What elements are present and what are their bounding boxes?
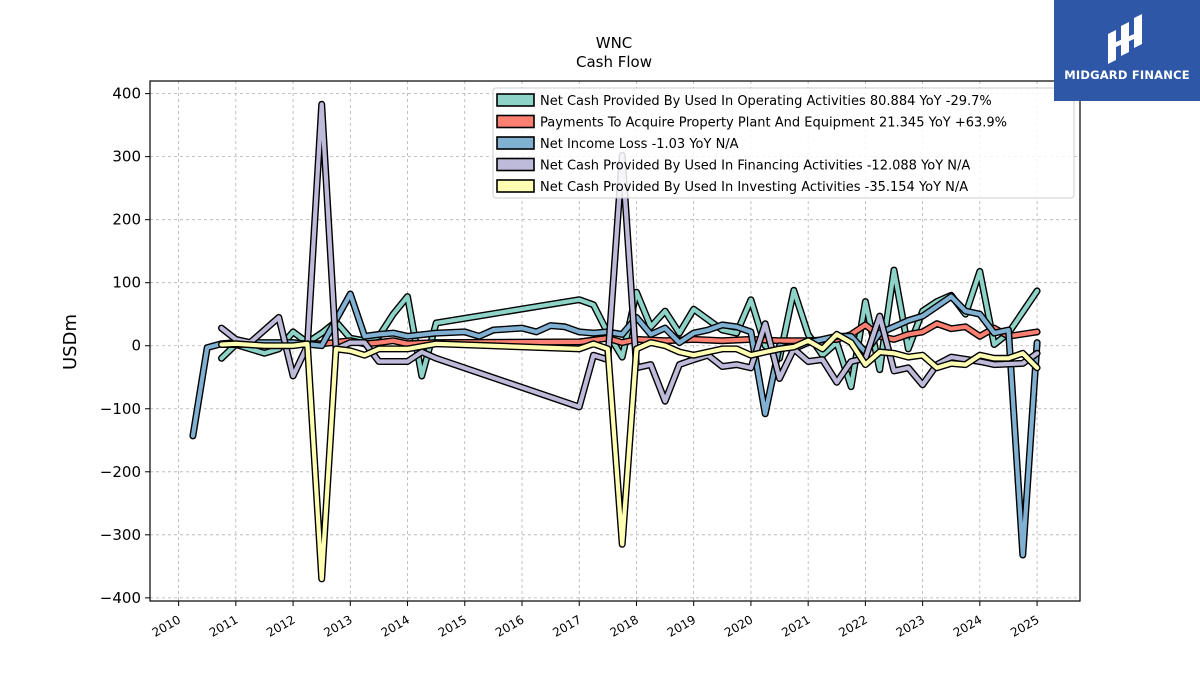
legend-swatch [496, 114, 535, 129]
x-tick-label: 2010 [150, 612, 183, 639]
brand-name: MIDGARD FINANCE [1064, 68, 1190, 82]
y-tick-label: −300 [100, 526, 141, 544]
x-tick-label: 2014 [379, 612, 412, 639]
legend-box [492, 87, 1075, 199]
series-line-3 [190, 291, 1040, 558]
x-tick-label: 2024 [951, 612, 984, 639]
series-line-5 [219, 332, 1040, 582]
x-tick-label: 2016 [493, 612, 526, 639]
y-tick-label: 100 [112, 274, 141, 292]
legend-swatch [496, 136, 535, 150]
plot-frame [149, 80, 1081, 602]
legend-swatch [496, 157, 535, 172]
y-tick-label: −200 [100, 463, 141, 481]
y-tick-label: 0 [131, 337, 141, 355]
chart-title: WNC [596, 34, 633, 52]
x-tick-label: 2020 [722, 612, 755, 639]
legend: Net Cash Provided By Used In Operating A… [492, 87, 1075, 199]
x-axis: 2010 2011 2012 2013 2014 2015 2016 2017 2018 2019… [150, 601, 1042, 640]
brand-logo-icon [1108, 14, 1142, 64]
y-tick-label: −400 [100, 589, 141, 607]
x-tick-label: 2011 [207, 612, 240, 639]
y-tick-label: −100 [100, 400, 141, 418]
x-tick-label: 2012 [264, 612, 297, 639]
x-tick-label: 2022 [836, 612, 869, 639]
y-tick-label: 300 [112, 148, 141, 166]
x-tick-label: 2017 [550, 612, 583, 639]
x-tick-label: 2013 [321, 612, 354, 639]
y-tick-label: 200 [112, 211, 141, 229]
x-tick-label: 2019 [665, 612, 698, 639]
legend-label: Net Cash Provided By Used In Financing A… [540, 159, 970, 174]
x-tick-label: 2015 [436, 612, 469, 639]
legend-label: Payments To Acquire Property Plant And E… [540, 116, 1007, 131]
legend-label: Net Cash Provided By Used In Investing A… [540, 180, 968, 195]
y-axis-label: USDm [60, 314, 81, 370]
y-tick-label: 400 [112, 85, 141, 103]
y-axis: 400 300 200 100 0 −100 −200 −300 −400 [100, 85, 150, 607]
x-tick-label: 2025 [1008, 612, 1041, 639]
series-lines [189, 100, 1041, 583]
legend-swatch [496, 93, 535, 107]
x-tick-label: 2023 [894, 612, 927, 639]
brand-logo: MIDGARD FINANCE [1054, 0, 1200, 101]
x-tick-label: 2018 [608, 612, 641, 639]
x-tick-label: 2021 [779, 612, 812, 639]
legend-label: Net Income Loss -1.03 YoY N/A [540, 137, 739, 152]
chart-subtitle: Cash Flow [576, 53, 652, 71]
legend-label: Net Cash Provided By Used In Operating A… [540, 94, 992, 109]
legend-swatch [496, 179, 535, 193]
